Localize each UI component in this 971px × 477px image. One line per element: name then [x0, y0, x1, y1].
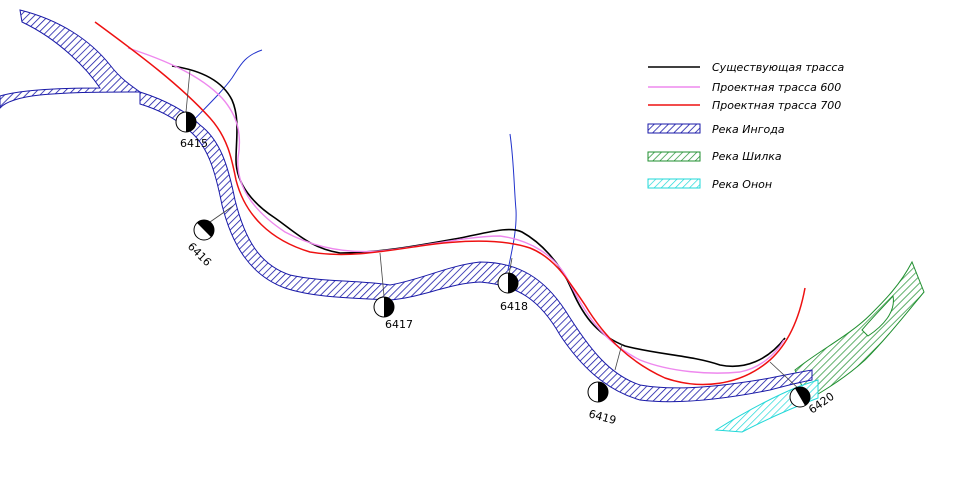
station-6416[interactable]: 6416 — [185, 216, 218, 269]
legend: Существующая трасса Проектная трасса 600… — [647, 61, 844, 191]
station-label-6416: 6416 — [185, 240, 214, 269]
legend-swatch-onon — [647, 178, 701, 189]
legend-swatch-ingoda — [647, 123, 701, 134]
station-label-6418: 6418 — [500, 300, 528, 313]
legend-label-shilka: Река Шилка — [712, 150, 782, 163]
route-600 — [127, 47, 785, 374]
station-leaders — [185, 69, 801, 391]
legend-label-600: Проектная трасса 600 — [712, 81, 841, 94]
legend-label-onon: Река Онон — [712, 178, 772, 191]
legend-swatch-shilka — [647, 151, 701, 162]
legend-label-existing: Существующая трасса — [712, 61, 844, 74]
station-6415[interactable]: 6415 — [175, 111, 208, 150]
station-6418[interactable]: 6418 — [497, 272, 528, 313]
legend-label-700: Проектная трасса 700 — [712, 99, 841, 112]
station-label-6415: 6415 — [180, 137, 208, 150]
route-700 — [94, 21, 806, 386]
station-6417[interactable]: 6417 — [373, 296, 413, 331]
station-label-6417: 6417 — [385, 318, 413, 331]
existing-route — [171, 65, 786, 367]
river-shilka-island — [861, 294, 894, 337]
stream-north-1 — [185, 49, 263, 129]
station-label-6419: 6419 — [587, 407, 617, 427]
river-ingoda — [0, 9, 813, 403]
legend-label-ingoda: Река Ингода — [712, 123, 785, 136]
stream-north-2 — [507, 133, 517, 271]
river-shilka — [794, 260, 925, 401]
